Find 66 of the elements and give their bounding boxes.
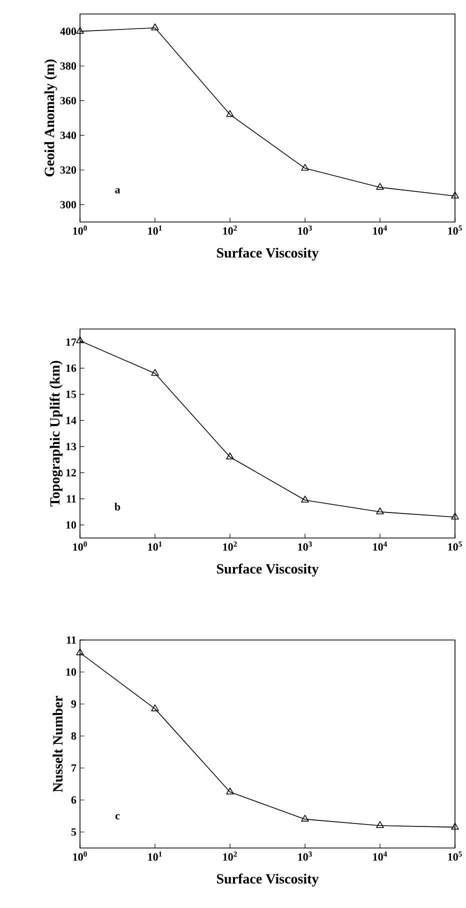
point (226, 452, 234, 460)
annotation: b (114, 502, 120, 511)
x-tick-label: 10$^{0}$ (73, 226, 87, 235)
y-tick-label: 14 (66, 416, 76, 424)
annotation: c (115, 814, 120, 820)
point (76, 336, 84, 344)
point (301, 814, 309, 822)
y-tick-label: 400 (60, 28, 76, 36)
y-axis-title: Geoid Anomaly (m) (44, 60, 58, 176)
x-tick-label: 10$^{1}$ (148, 852, 162, 861)
y-tick-label: 320 (60, 166, 76, 174)
x-tick-label: 10$^{5}$ (448, 542, 462, 551)
y-tick-label: 340 (60, 132, 76, 140)
x-tick-label: 10$^{2}$ (223, 226, 237, 235)
point (226, 110, 234, 117)
point (226, 788, 234, 794)
y-tick-label: 11 (66, 636, 76, 644)
y-tick-label: 10 (66, 521, 76, 529)
point (76, 648, 84, 656)
point (301, 496, 309, 503)
x-tick-label: 10$^{0}$ (73, 852, 87, 861)
y-tick-label: 9 (71, 700, 76, 708)
y-tick-label: 7 (72, 764, 76, 772)
point (451, 192, 459, 198)
y-tick-label: 11 (66, 495, 76, 502)
y-tick-label: 15 (66, 390, 76, 398)
point (76, 26, 84, 34)
x-tick-label: 10$^{5}$ (448, 226, 462, 235)
y-axis-title: Topographic Uplift (km) (50, 360, 63, 507)
y-tick-label: 12 (66, 469, 76, 476)
x-tick-label: 10$^{2}$ (223, 852, 237, 861)
x-tick-label: 10$^{4}$ (373, 226, 388, 235)
x-tick-label: 10$^{4}$ (373, 852, 388, 861)
y-tick-label: 13 (66, 442, 76, 450)
point (376, 821, 384, 828)
x-tick-label: 10$^{1}$ (148, 226, 162, 235)
y-tick-label: 10 (66, 668, 76, 676)
x-tick-label: 10$^{3}$ (298, 226, 312, 235)
point (301, 164, 309, 171)
y-tick-label: 16 (66, 364, 76, 372)
annotation: a (115, 188, 120, 194)
y-tick-label: 300 (60, 200, 76, 208)
x-axis-title: Surface Viscosity (216, 564, 319, 576)
point (376, 182, 384, 190)
y-tick-label: 380 (60, 62, 76, 70)
x-tick-label: 10$^{5}$ (448, 852, 462, 861)
y-tick-label: 360 (60, 96, 76, 104)
y-axis-title: Nusselt Number (52, 696, 63, 792)
x-tick-label: 10$^{0}$ (73, 542, 87, 551)
x-tick-label: 10$^{3}$ (298, 852, 312, 861)
y-tick-label: 5 (71, 828, 76, 836)
point (151, 369, 159, 376)
x-axis-title: Surface Viscosity (216, 248, 319, 260)
point (151, 704, 159, 712)
point (451, 512, 459, 520)
x-tick-label: 10$^{4}$ (373, 542, 388, 551)
x-tick-label: 10$^{1}$ (148, 542, 162, 551)
x-axis-title: Surface Viscosity (216, 874, 319, 886)
point (376, 507, 384, 514)
x-tick-label: 10$^{2}$ (223, 542, 237, 551)
y-tick-label: 6 (71, 796, 76, 804)
y-tick-label: 8 (71, 732, 76, 740)
x-tick-label: 10$^{3}$ (298, 542, 312, 551)
point (151, 23, 159, 30)
y-tick-label: 17 (66, 338, 76, 346)
point (451, 822, 459, 830)
